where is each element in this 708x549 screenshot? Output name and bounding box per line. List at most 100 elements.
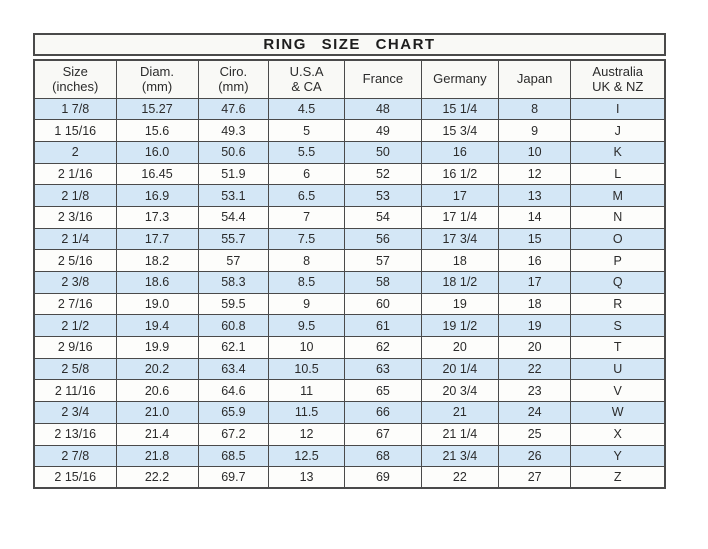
cell: 58.3 [197, 271, 270, 294]
chart-title: RING SIZE CHART [263, 36, 436, 53]
cell: M [570, 184, 666, 207]
column-header: U.S.A & CA [268, 59, 345, 99]
cell: 17 3/4 [420, 227, 499, 251]
column-header: Germany [420, 59, 499, 99]
cell: 16 1/2 [420, 162, 499, 186]
cell: 20.2 [115, 357, 199, 381]
cell: 2 5/8 [33, 357, 117, 381]
table-row: 2 13/16 21.4 67.2 12 67 21 1/4 25 X [33, 422, 666, 446]
table-row: 2 1/16 16.45 51.9 6 52 16 1/2 12 L [33, 162, 666, 186]
column-header: Ciro. (mm) [197, 59, 270, 99]
cell: 61 [343, 314, 422, 338]
cell: 65 [343, 379, 422, 403]
cell: 2 3/16 [33, 205, 117, 229]
cell: 18 [420, 249, 499, 272]
table-row: 2 1/2 19.4 60.8 9.5 61 19 1/2 19 S [33, 314, 666, 338]
cell: 2 13/16 [33, 422, 117, 446]
cell: 24 [497, 401, 572, 424]
cell: 19 1/2 [420, 314, 499, 338]
cell: 25 [497, 422, 572, 446]
cell: 68 [343, 444, 422, 468]
cell: V [570, 379, 666, 403]
cell: 64.6 [197, 379, 270, 403]
column-header: Diam. (mm) [115, 59, 199, 99]
cell: R [570, 292, 666, 316]
cell: 12 [268, 422, 345, 446]
cell: 12.5 [268, 444, 345, 468]
cell: 65.9 [197, 401, 270, 424]
cell: 6 [268, 162, 345, 186]
table-row: 2 7/16 19.0 59.5 9 60 19 18 R [33, 292, 666, 316]
cell: 16 [420, 140, 499, 164]
cell: T [570, 336, 666, 359]
cell: 15 1/4 [420, 97, 499, 121]
table-row: 2 5/16 18.2 57 8 57 18 16 P [33, 249, 666, 272]
cell: 15.27 [115, 97, 199, 121]
cell: 11 [268, 379, 345, 403]
cell: 67.2 [197, 422, 270, 446]
cell: 18.2 [115, 249, 199, 272]
chart-title-box: RING SIZE CHART [33, 33, 666, 56]
cell: 11.5 [268, 401, 345, 424]
cell: 21 3/4 [420, 444, 499, 468]
cell: Y [570, 444, 666, 468]
cell: 16.45 [115, 162, 199, 186]
cell: K [570, 140, 666, 164]
cell: 62 [343, 336, 422, 359]
cell: Q [570, 271, 666, 294]
cell: 1 7/8 [33, 97, 117, 121]
cell: 2 1/2 [33, 314, 117, 338]
cell: 57 [197, 249, 270, 272]
cell: 8.5 [268, 271, 345, 294]
cell: 15 [497, 227, 572, 251]
column-header: Australia UK & NZ [570, 59, 666, 99]
cell: 54.4 [197, 205, 270, 229]
cell: 13 [497, 184, 572, 207]
cell: 20 [497, 336, 572, 359]
cell: 2 [33, 140, 117, 164]
table-row: 2 3/16 17.3 54.4 7 54 17 1/4 14 N [33, 205, 666, 229]
column-header: Japan [497, 59, 572, 99]
cell: 13 [268, 466, 345, 489]
cell: 51.9 [197, 162, 270, 186]
cell: 4.5 [268, 97, 345, 121]
cell: 1 15/16 [33, 119, 117, 142]
cell: 2 5/16 [33, 249, 117, 272]
cell: 17 1/4 [420, 205, 499, 229]
cell: 20 [420, 336, 499, 359]
cell: 22.2 [115, 466, 199, 489]
cell: 47.6 [197, 97, 270, 121]
table-row: 2 15/16 22.2 69.7 13 69 22 27 Z [33, 466, 666, 489]
cell: 49 [343, 119, 422, 142]
cell: 55.7 [197, 227, 270, 251]
cell: 9 [497, 119, 572, 142]
cell: 23 [497, 379, 572, 403]
cell: 2 1/4 [33, 227, 117, 251]
cell: 20.6 [115, 379, 199, 403]
cell: L [570, 162, 666, 186]
cell: 5 [268, 119, 345, 142]
cell: 56 [343, 227, 422, 251]
cell: X [570, 422, 666, 446]
cell: 10.5 [268, 357, 345, 381]
cell: 18.6 [115, 271, 199, 294]
cell: 14 [497, 205, 572, 229]
cell: 2 9/16 [33, 336, 117, 359]
cell: 19 [420, 292, 499, 316]
table-row: 2 16.0 50.6 5.5 50 16 10 K [33, 140, 666, 164]
column-header: France [343, 59, 422, 99]
cell: 21.0 [115, 401, 199, 424]
cell: 2 15/16 [33, 466, 117, 489]
cell: 17.3 [115, 205, 199, 229]
cell: 20 3/4 [420, 379, 499, 403]
table-row: 2 3/4 21.0 65.9 11.5 66 21 24 W [33, 401, 666, 424]
cell: 53.1 [197, 184, 270, 207]
cell: 5.5 [268, 140, 345, 164]
cell: 18 1/2 [420, 271, 499, 294]
cell: 60 [343, 292, 422, 316]
cell: 6.5 [268, 184, 345, 207]
cell: U [570, 357, 666, 381]
cell: 58 [343, 271, 422, 294]
table-row: 1 7/8 15.27 47.6 4.5 48 15 1/4 8 I [33, 97, 666, 121]
table-row: 2 7/8 21.8 68.5 12.5 68 21 3/4 26 Y [33, 444, 666, 468]
